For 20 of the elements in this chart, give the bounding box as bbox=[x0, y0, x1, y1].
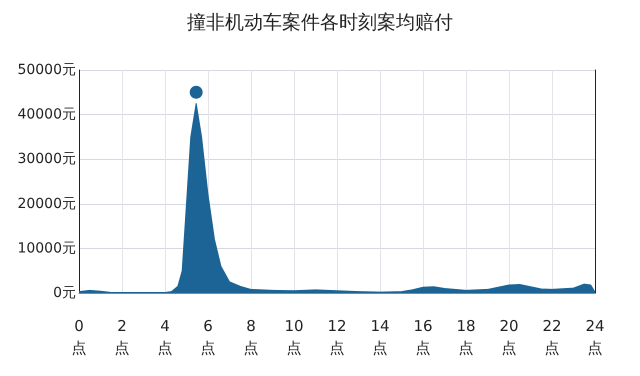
y-tick-label: 40000元 bbox=[17, 106, 76, 123]
x-tick-label: 14 点 bbox=[370, 317, 390, 357]
x-tick-label: 10 点 bbox=[284, 317, 304, 357]
chart-title: 撞非机动车案件各时刻案均赔付 bbox=[187, 12, 453, 34]
x-tick-label: 18 点 bbox=[456, 317, 476, 357]
x-tick-label: 2 点 bbox=[114, 317, 130, 357]
x-tick-label: 4 点 bbox=[158, 317, 172, 357]
x-tick-label: 0 点 bbox=[72, 317, 86, 357]
x-tick-label: 20 点 bbox=[499, 317, 519, 357]
x-tick-label: 24 点 bbox=[585, 317, 605, 357]
x-tick-label: 8 点 bbox=[244, 317, 258, 357]
x-tick-label: 6 点 bbox=[200, 317, 216, 357]
y-tick-label: 10000元 bbox=[17, 240, 76, 256]
y-tick-label: 30000元 bbox=[17, 151, 76, 168]
y-tick-label: 50000元 bbox=[17, 62, 76, 78]
x-tick-label: 12 点 bbox=[327, 317, 347, 357]
x-tick-label: 22 点 bbox=[542, 317, 562, 357]
x-tick-label: 16 点 bbox=[413, 317, 433, 357]
y-tick-label: 20000元 bbox=[17, 196, 76, 212]
y-tick-label: 0元 bbox=[53, 285, 76, 301]
